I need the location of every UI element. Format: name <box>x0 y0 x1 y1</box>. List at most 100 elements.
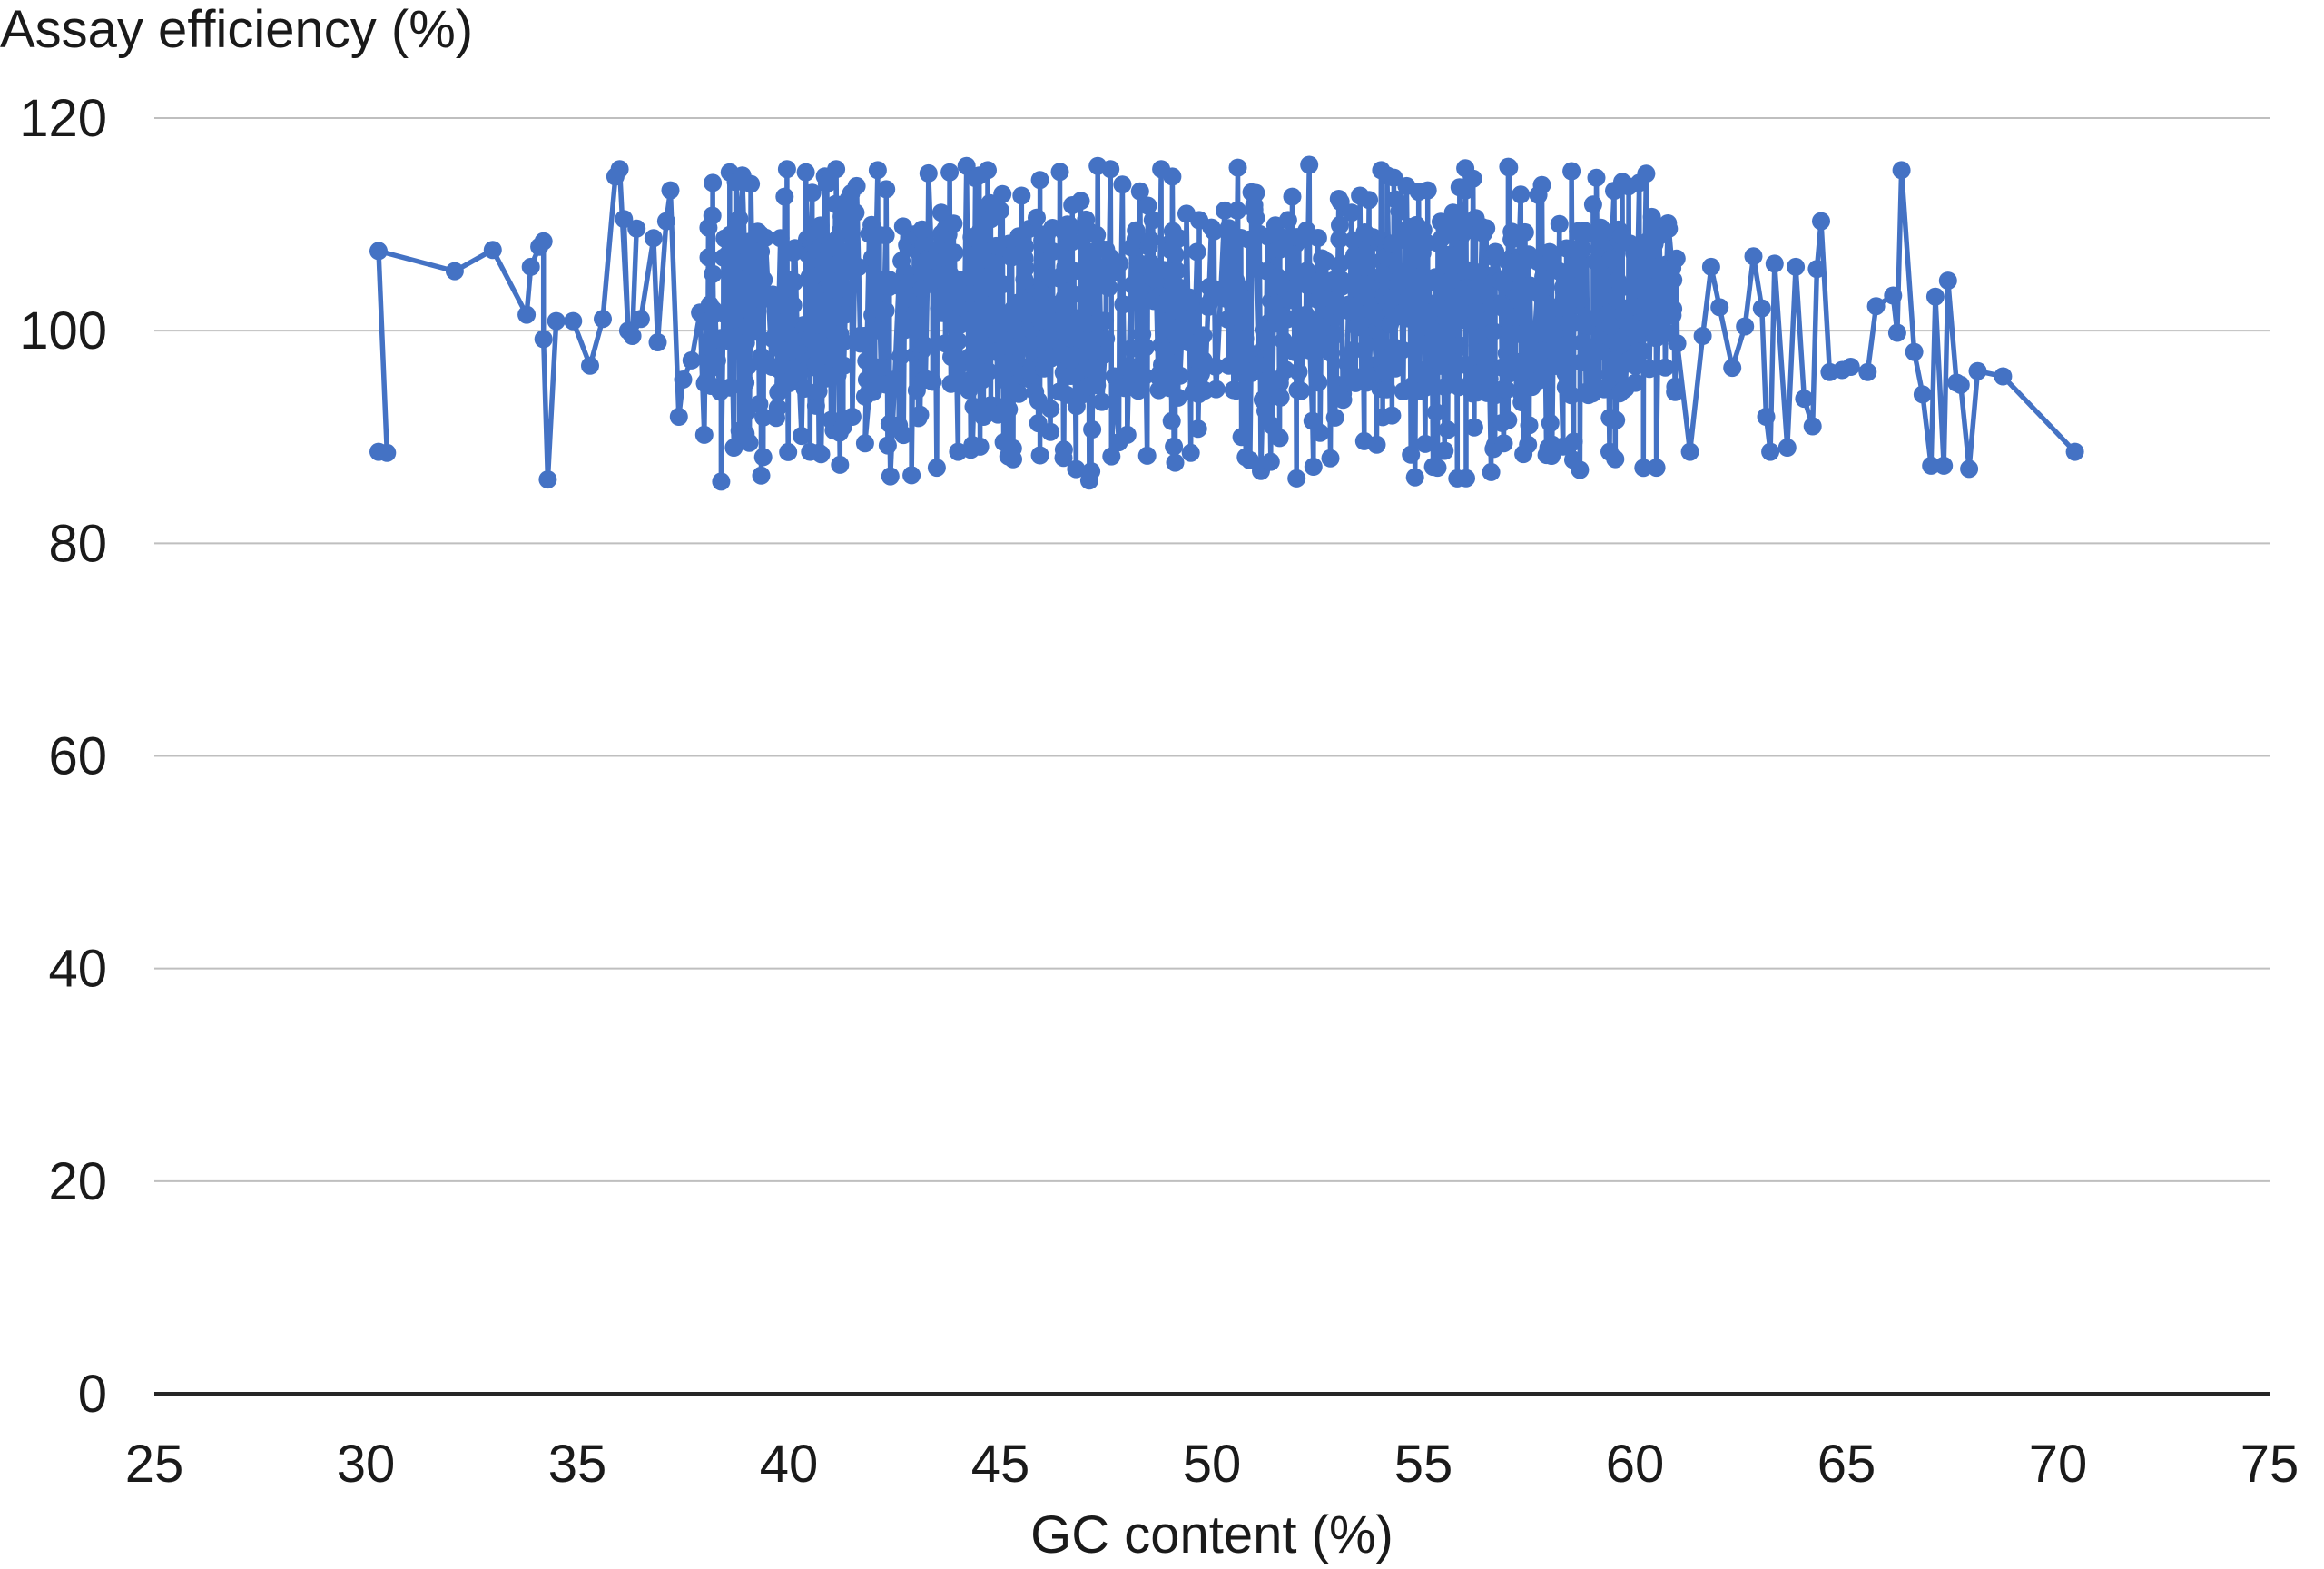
x-tick-label: 55 <box>1394 1435 1453 1494</box>
data-point <box>1219 219 1238 238</box>
data-point <box>931 203 950 222</box>
data-point <box>771 229 790 248</box>
data-point <box>1534 267 1553 286</box>
data-point <box>881 467 900 486</box>
data-point <box>1130 182 1149 201</box>
data-point <box>846 203 865 222</box>
data-point <box>378 443 397 462</box>
data-point <box>1063 232 1082 252</box>
data-point <box>1626 357 1645 375</box>
data-point <box>1664 300 1683 319</box>
data-point <box>1054 440 1073 459</box>
data-point <box>808 315 827 334</box>
gridlines <box>154 117 2270 1182</box>
data-point <box>1499 410 1518 429</box>
data-point <box>1520 416 1539 435</box>
y-tick-label: 20 <box>48 1152 107 1211</box>
data-point <box>974 295 993 314</box>
data-series <box>369 155 2084 491</box>
data-point <box>1841 358 1860 376</box>
data-point <box>817 174 836 193</box>
data-point <box>1607 410 1626 429</box>
data-point <box>743 306 763 325</box>
data-point <box>1236 329 1255 348</box>
data-point <box>1082 462 1101 481</box>
data-point <box>1402 445 1421 464</box>
data-point <box>1641 257 1660 276</box>
data-point <box>1450 336 1469 355</box>
y-tick-label: 40 <box>48 940 107 999</box>
data-point <box>960 284 980 303</box>
data-point <box>987 324 1006 343</box>
data-point <box>1078 314 1097 333</box>
data-point <box>1913 385 1932 404</box>
data-point <box>1482 462 1501 481</box>
data-point <box>991 201 1009 220</box>
y-tick-label: 80 <box>48 514 107 573</box>
data-point <box>1309 373 1328 392</box>
x-axis-title: GC content (%) <box>1030 1505 1393 1564</box>
data-point <box>746 322 765 341</box>
data-point <box>793 427 811 446</box>
data-point <box>1744 247 1763 266</box>
data-point <box>661 181 680 200</box>
data-point <box>744 257 763 276</box>
data-point <box>1736 317 1755 336</box>
data-point <box>517 305 537 324</box>
data-point <box>1113 175 1132 194</box>
data-point <box>855 434 874 453</box>
data-point <box>1143 211 1162 230</box>
data-point <box>581 356 599 375</box>
data-point <box>754 271 773 290</box>
data-point <box>1166 453 1185 472</box>
data-point <box>1188 419 1207 439</box>
data-point <box>1667 249 1686 268</box>
data-point <box>1311 423 1330 442</box>
data-point <box>1512 185 1531 204</box>
data-point <box>1680 442 1699 461</box>
data-point <box>1141 231 1160 250</box>
data-point <box>885 370 904 389</box>
data-point <box>1884 286 1903 305</box>
data-point <box>1187 242 1206 262</box>
data-point <box>1032 284 1051 303</box>
data-point <box>1531 370 1551 389</box>
data-point <box>868 161 887 180</box>
data-point <box>1030 446 1049 465</box>
data-point <box>1403 267 1422 286</box>
data-point <box>1561 386 1581 405</box>
data-point <box>1088 376 1107 395</box>
data-point <box>1807 260 1827 279</box>
data-point <box>1866 297 1886 316</box>
data-point <box>1161 292 1180 311</box>
data-point <box>923 271 942 290</box>
data-point <box>1206 357 1225 376</box>
data-point <box>1334 390 1353 410</box>
axes: 0 20 40 60 80 100 120 25 30 35 40 45 50 55 60 65 70 75 <box>19 89 2299 1494</box>
data-point <box>1544 300 1563 319</box>
data-point <box>648 333 667 351</box>
data-point <box>1289 362 1308 381</box>
data-point <box>1226 381 1246 400</box>
data-point <box>1271 388 1290 407</box>
data-point <box>1043 242 1062 261</box>
data-point <box>1322 343 1341 362</box>
data-point <box>2065 442 2084 461</box>
data-point <box>1600 317 1620 336</box>
data-point <box>906 303 925 322</box>
data-point <box>1194 326 1213 345</box>
data-point <box>1163 167 1182 186</box>
data-point <box>1138 196 1157 215</box>
data-point <box>1795 390 1814 409</box>
data-point <box>1425 322 1444 341</box>
y-tick-label: 100 <box>19 301 107 360</box>
data-point <box>1082 286 1101 305</box>
data-point <box>1505 252 1524 271</box>
data-point <box>752 242 771 262</box>
data-point <box>682 350 701 370</box>
data-point <box>1951 375 1970 394</box>
data-point <box>631 310 650 329</box>
data-point <box>978 271 997 290</box>
data-point <box>739 357 758 376</box>
data-point <box>944 214 963 233</box>
